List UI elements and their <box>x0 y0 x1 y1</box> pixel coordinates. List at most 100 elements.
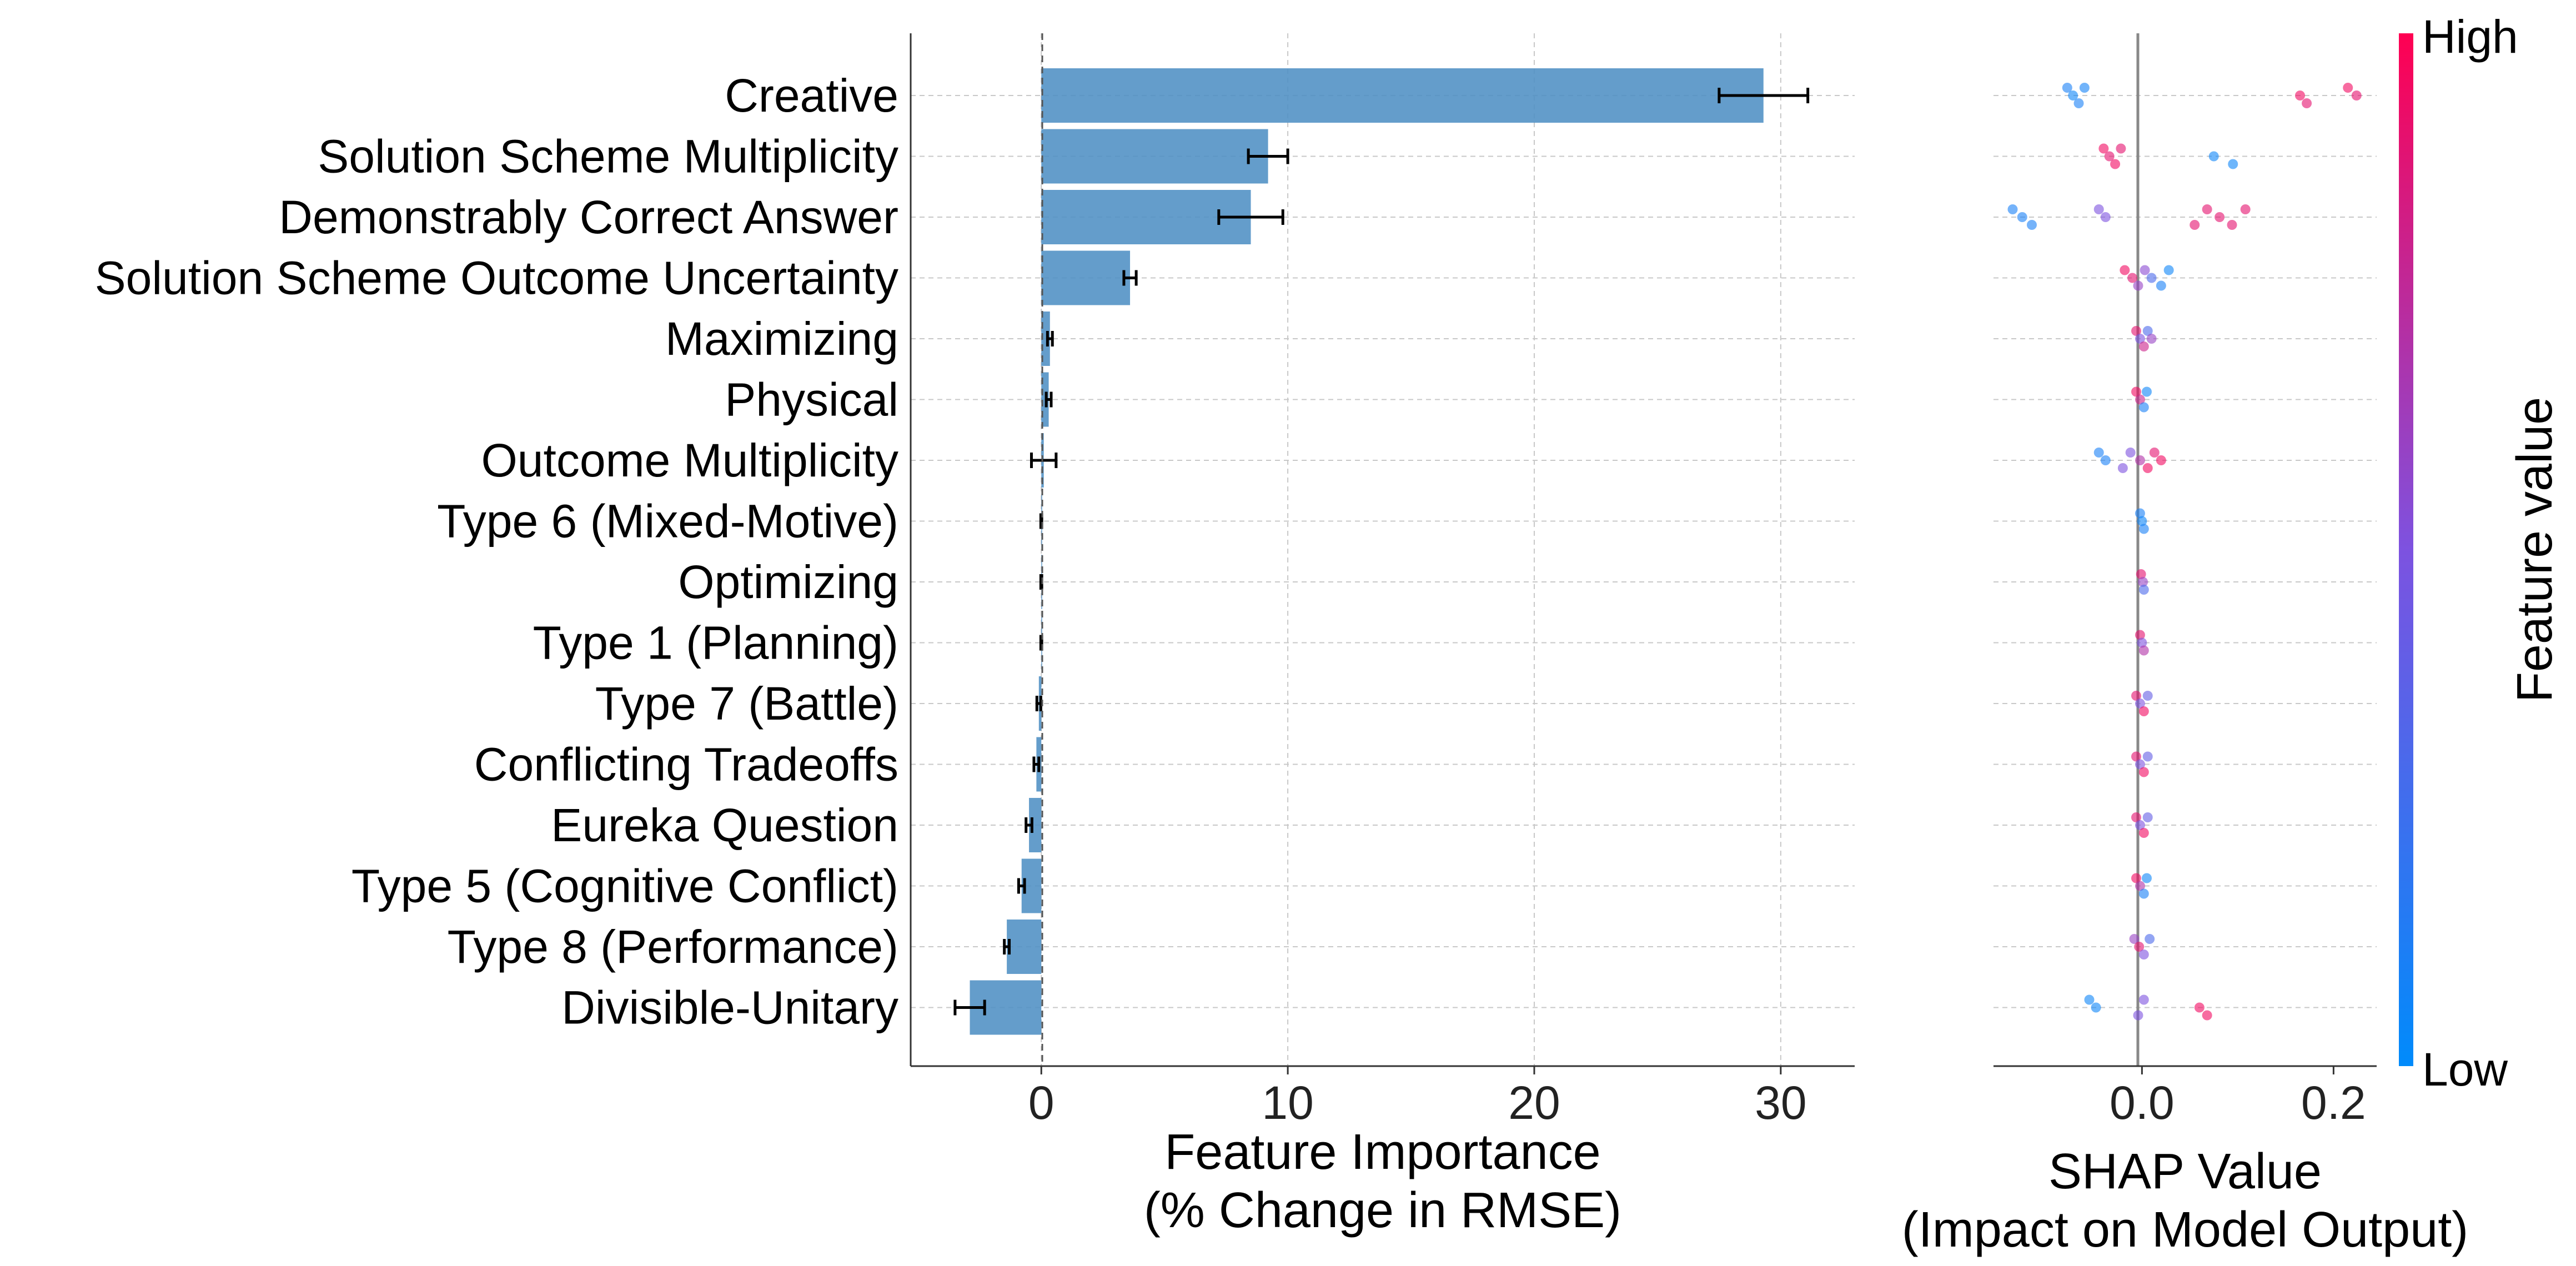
bar <box>1041 129 1268 184</box>
shap-point <box>2156 455 2166 465</box>
category-label: Type 7 (Battle) <box>595 677 898 730</box>
shap-point <box>2134 942 2145 952</box>
shap-point <box>2137 516 2147 526</box>
shap-point <box>2142 386 2152 397</box>
shap-point <box>2133 1010 2143 1021</box>
shap-x-tick-labels: 0.0 0.2 <box>2110 1066 2366 1129</box>
shap-point <box>2163 265 2174 275</box>
shap-point <box>2135 455 2145 465</box>
shap-point <box>2142 326 2153 336</box>
shap-x-tick-label: 0.2 <box>2301 1077 2366 1129</box>
error-bar <box>1718 88 1810 103</box>
shap-point <box>2138 524 2149 534</box>
error-bar <box>953 999 986 1016</box>
category-label: Type 5 (Cognitive Conflict) <box>351 860 898 912</box>
shap-point <box>2227 220 2237 230</box>
shap-point <box>2138 888 2149 899</box>
colorbar-high-label: High <box>2422 11 2518 63</box>
shap-point <box>2138 767 2149 777</box>
error-bar <box>1025 817 1033 833</box>
shap-point <box>2135 630 2145 640</box>
shap-point <box>2027 220 2037 230</box>
error-bar <box>1045 391 1053 408</box>
shap-point <box>2138 645 2149 656</box>
bar-x-tick-label: 10 <box>1262 1077 1313 1129</box>
category-label: Demonstrably Correct Answer <box>279 191 898 243</box>
shap-point <box>2135 508 2145 519</box>
category-label: Eureka Question <box>551 799 898 851</box>
bar <box>1041 190 1251 244</box>
shap-point <box>2100 212 2111 222</box>
shap-point <box>2131 326 2142 336</box>
shap-point <box>2140 265 2150 275</box>
bar-category-labels: Creative Solution Scheme Multiplicity Demo… <box>95 69 898 1034</box>
shap-x-axis-label-line2: (Impact on Model Output) <box>1902 1202 2468 1258</box>
bar-x-tick-labels: 0 10 20 30 <box>1028 1066 1807 1129</box>
shap-point <box>2127 273 2138 283</box>
category-label: Physical <box>725 374 898 426</box>
error-bar <box>1003 939 1011 954</box>
category-label: Divisible-Unitary <box>561 982 898 1034</box>
shap-point <box>2149 448 2160 458</box>
shap-point <box>2120 265 2130 275</box>
category-label: Creative <box>725 69 898 122</box>
bar-x-axis-label-line2: (% Change in RMSE) <box>1144 1183 1621 1238</box>
shap-point <box>2073 98 2084 108</box>
shap-point <box>2098 143 2109 154</box>
bar <box>1041 68 1764 123</box>
shap-point <box>2133 280 2143 291</box>
bar-x-tick-label: 20 <box>1508 1077 1560 1129</box>
bar <box>1041 312 1050 366</box>
category-label: Solution Scheme Outcome Uncertainty <box>95 252 898 304</box>
shap-point <box>2136 569 2146 579</box>
bar <box>1029 798 1042 852</box>
shap-point <box>2202 204 2212 214</box>
shap-point <box>2142 751 2153 762</box>
colorbar-gradient <box>2399 33 2413 1066</box>
error-bar <box>1217 209 1284 225</box>
shap-point <box>2208 151 2219 162</box>
shap-point <box>2138 828 2149 838</box>
shap-x-tick-label: 0.0 <box>2110 1077 2175 1129</box>
bar-x-axis-label-line1: Feature Importance <box>1164 1124 1600 1180</box>
shap-point <box>2117 463 2128 473</box>
shap-point <box>2104 151 2115 162</box>
category-label: Outcome Multiplicity <box>481 434 898 486</box>
shap-point <box>2135 820 2145 830</box>
shap-point <box>2142 463 2153 473</box>
category-label: Maximizing <box>665 313 898 365</box>
shap-point <box>2138 585 2149 595</box>
shap-point <box>2084 994 2095 1005</box>
shap-point <box>2138 402 2149 413</box>
error-bar <box>1032 756 1041 772</box>
shap-point <box>2142 691 2153 701</box>
shap-x-axis-label-line1: SHAP Value <box>2048 1144 2322 1199</box>
colorbar: High Low Feature value <box>2399 11 2563 1096</box>
colorbar-title: Feature value <box>2507 397 2563 702</box>
bar <box>1041 250 1131 305</box>
shap-point <box>2351 91 2362 101</box>
shap-point <box>2079 83 2090 93</box>
shap-point <box>2135 394 2145 405</box>
feature-importance-panel: Creative Solution Scheme Multiplicity Demo… <box>95 33 1855 1238</box>
shap-point <box>2202 1010 2212 1021</box>
shap-point <box>2135 759 2145 770</box>
category-label: Conflicting Tradeoffs <box>474 738 898 791</box>
shap-point <box>2129 934 2140 944</box>
shap-point <box>2137 637 2147 648</box>
shap-point <box>2135 699 2145 709</box>
shap-point <box>2093 448 2104 458</box>
bar <box>1007 920 1042 974</box>
shap-point <box>2138 706 2149 716</box>
category-label: Optimizing <box>678 556 898 608</box>
error-bar <box>1017 878 1026 894</box>
shap-point <box>2135 334 2145 344</box>
shap-point <box>2138 949 2149 959</box>
shap-point <box>2068 91 2078 101</box>
shap-point <box>2343 83 2353 93</box>
category-label: Type 8 (Performance) <box>448 921 898 973</box>
shap-point <box>2146 273 2157 283</box>
bar-gridlines <box>911 33 1855 1066</box>
